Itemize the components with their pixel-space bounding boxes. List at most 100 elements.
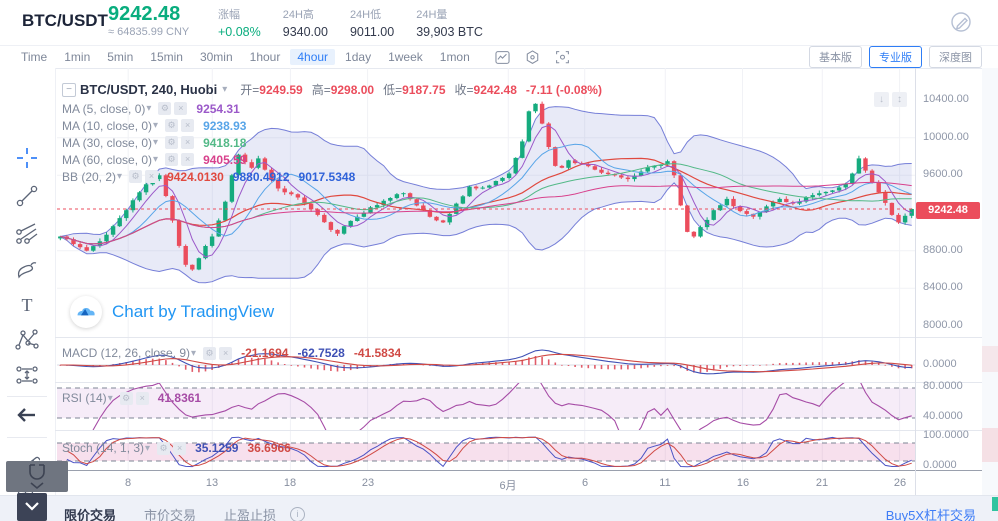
- long-position-icon[interactable]: [14, 362, 40, 388]
- info-icon[interactable]: i: [290, 507, 306, 521]
- trade-tab-限价交易[interactable]: 限价交易: [64, 508, 117, 521]
- indicator-value: 9254.31: [196, 101, 240, 116]
- timeframe-1min[interactable]: 1min: [64, 50, 91, 64]
- price-axis-border: [915, 68, 916, 495]
- view-button-专业版[interactable]: 专业版: [869, 46, 922, 68]
- scale-down-icon[interactable]: ↓: [874, 92, 889, 107]
- panel-divider[interactable]: [55, 430, 998, 431]
- screenshot-icon[interactable]: [554, 49, 571, 66]
- indicator-settings-icon[interactable]: [524, 49, 541, 66]
- chevron-down-icon[interactable]: ▾: [107, 392, 113, 404]
- timeframe-4hour[interactable]: 4hour: [290, 49, 336, 65]
- xabcd-pattern-icon[interactable]: [14, 327, 40, 353]
- chart-style-icon[interactable]: [494, 49, 511, 66]
- time-tick-label: 16: [736, 477, 750, 489]
- timeframe-Time[interactable]: Time: [21, 50, 48, 64]
- indicator-label: MA (60, close, 0): [62, 152, 153, 167]
- timeframe-1week[interactable]: 1week: [388, 50, 423, 64]
- timeframe-5min[interactable]: 5min: [107, 50, 134, 64]
- time-tick-label: 18: [283, 477, 297, 489]
- chevron-down-icon[interactable]: ▾: [153, 154, 159, 165]
- indicator-label: RSI (14): [62, 391, 107, 405]
- series-title[interactable]: BTC/USDT, 240, Huobi: [80, 82, 218, 97]
- panel-divider[interactable]: [55, 382, 998, 383]
- ohlc-label: 低=: [383, 83, 403, 97]
- remove-icon[interactable]: ×: [145, 170, 159, 183]
- timeframe-1hour[interactable]: 1hour: [249, 50, 281, 64]
- chevron-down-icon[interactable]: ▾: [153, 137, 159, 148]
- chevron-down-icon[interactable]: ▾: [145, 442, 151, 454]
- settings-icon[interactable]: ⚙: [203, 346, 217, 360]
- indicator-label: MA (5, close, 0): [62, 101, 146, 116]
- leverage-trade-link[interactable]: Buy5X杠杆交易: [885, 508, 976, 521]
- collapse-panel-button[interactable]: [17, 493, 47, 521]
- settings-icon[interactable]: ⚙: [157, 441, 171, 455]
- indicator-value: -41.5834: [353, 346, 402, 360]
- price-tick-label: 10400.00: [923, 93, 969, 105]
- remove-icon[interactable]: ×: [181, 153, 195, 166]
- time-axis[interactable]: 8 13 18 23 6月 6 11 16 21 26: [57, 475, 915, 495]
- watermark-text[interactable]: Chart by TradingView: [112, 302, 275, 321]
- time-tick-label: 6: [581, 477, 589, 489]
- ma-legend-row: BB (20, 2) ▾ ⚙ × 9424.0130 9880.4912 9017.5348: [62, 168, 355, 185]
- timeframe-30min[interactable]: 30min: [199, 50, 233, 64]
- time-tick-label: 26: [893, 477, 907, 489]
- ohlc-label: 高=: [311, 83, 331, 97]
- view-button-深度图[interactable]: 深度图: [929, 46, 982, 68]
- chevron-down-icon[interactable]: ▾: [191, 347, 197, 359]
- chevron-down-icon[interactable]: ▾: [222, 84, 228, 95]
- remove-icon[interactable]: ×: [135, 391, 149, 405]
- timeframe-15min[interactable]: 15min: [150, 50, 183, 64]
- brush-icon[interactable]: [14, 257, 40, 283]
- price-tick-label: 8000.00: [923, 319, 963, 331]
- view-mode-buttons: 基本版 专业版 深度图: [802, 46, 982, 68]
- price-axis[interactable]: 10400.00 10000.00 9600.00 8800.00 8400.00 800…: [916, 68, 998, 495]
- header-stats: 涨幅 +0.08% 24H高 9340.00 24H低 9011.00 24H量 39,903…: [218, 0, 505, 45]
- tradingview-logo-icon[interactable]: [70, 296, 102, 328]
- text-icon[interactable]: T: [14, 292, 40, 318]
- chevron-down-icon[interactable]: ▾: [146, 103, 152, 114]
- remove-icon[interactable]: ×: [181, 136, 195, 149]
- rsi-panel[interactable]: [57, 383, 915, 430]
- indicator-label: MA (30, close, 0): [62, 135, 153, 150]
- view-button-基本版[interactable]: 基本版: [809, 46, 862, 68]
- stat-24H量: 24H量 39,903 BTC: [416, 9, 483, 39]
- palette-pencil-icon[interactable]: [948, 9, 974, 35]
- timeframe-1day[interactable]: 1day: [345, 50, 372, 64]
- timeframe-tabs: Time 1min 5min 15min 30min 1hour 4hour 1day 1wee…: [14, 49, 480, 65]
- remove-icon[interactable]: ×: [181, 119, 195, 132]
- remove-icon[interactable]: ×: [174, 102, 188, 115]
- hide-toolbar-arrow-icon[interactable]: [14, 402, 40, 428]
- indicator-label: BB (20, 2): [62, 169, 117, 184]
- pitchfork-icon[interactable]: [14, 220, 40, 246]
- remove-icon[interactable]: ×: [219, 346, 233, 360]
- legend-collapse-icon[interactable]: −: [62, 82, 76, 97]
- indicator-value: 41.8361: [157, 391, 202, 405]
- macd-panel[interactable]: [57, 338, 915, 382]
- ohlc-value: 9187.75: [402, 83, 446, 97]
- series-legend: − BTC/USDT, 240, Huobi ▾ 开=9249.59 高=9298…: [62, 81, 602, 98]
- ma-legend-row: MA (30, close, 0) ▾ ⚙ × 9418.18: [62, 134, 355, 151]
- scale-reset-icon[interactable]: ↕: [892, 92, 907, 107]
- settings-icon[interactable]: ⚙: [129, 170, 143, 183]
- trade-tab-市价交易[interactable]: 市价交易: [144, 508, 197, 521]
- trend-line-icon[interactable]: [14, 183, 40, 209]
- settings-icon[interactable]: ⚙: [165, 136, 179, 149]
- chevron-down-icon[interactable]: ▾: [153, 120, 159, 131]
- panel-divider[interactable]: [55, 337, 998, 338]
- candlestick-chart[interactable]: [57, 68, 915, 337]
- settings-icon[interactable]: ⚙: [119, 391, 133, 405]
- stoch-panel[interactable]: [57, 431, 915, 470]
- trade-tab-止盈止损[interactable]: 止盈止损: [224, 508, 277, 521]
- macd-legend: MACD (12, 26, close, 9) ▾ ⚙ × -21.1694 -62.75…: [62, 346, 401, 360]
- settings-icon[interactable]: ⚙: [165, 153, 179, 166]
- magnet-tool-button[interactable]: [6, 461, 68, 492]
- remove-icon[interactable]: ×: [173, 441, 187, 455]
- crosshair-icon[interactable]: [14, 145, 40, 171]
- chevron-down-icon[interactable]: ▾: [117, 171, 123, 182]
- ohlc-value: 9249.59: [259, 83, 303, 97]
- stat-涨幅: 涨幅 +0.08%: [218, 9, 261, 39]
- settings-icon[interactable]: ⚙: [158, 102, 172, 115]
- timeframe-1mon[interactable]: 1mon: [439, 50, 470, 64]
- settings-icon[interactable]: ⚙: [165, 119, 179, 132]
